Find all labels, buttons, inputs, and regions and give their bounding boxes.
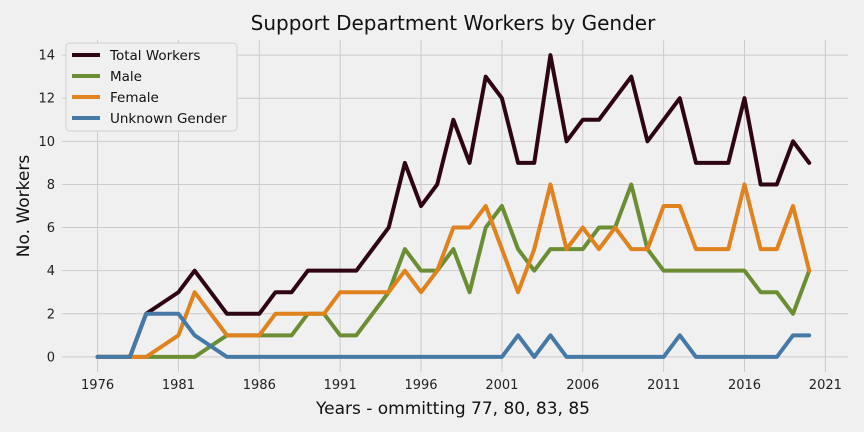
series-line-female: [95, 182, 812, 359]
x-tick-label: 1996: [404, 378, 437, 393]
y-tick-label: 14: [38, 49, 55, 64]
y-axis-label: No. Workers: [14, 155, 34, 258]
x-tick-label: 2006: [566, 378, 599, 393]
x-tick-label: 1991: [324, 378, 357, 393]
series-line-total-workers: [95, 53, 812, 359]
x-tick-label: 2016: [728, 378, 761, 393]
legend-label-total-workers: Total Workers: [109, 48, 200, 64]
series-lines: [95, 53, 812, 359]
y-tick-labels: 0 2 4 6 8 10 12 14: [38, 49, 55, 366]
legend-label-unknown-gender: Unknown Gender: [110, 111, 227, 127]
x-tick-label: 2011: [647, 378, 680, 393]
x-axis-label: Years - ommitting 77, 80, 83, 85: [315, 399, 590, 419]
chart-title: Support Department Workers by Gender: [251, 11, 656, 35]
y-tick-label: 12: [38, 92, 55, 107]
legend-box: [65, 42, 238, 132]
legend-label-female: Female: [110, 90, 159, 106]
y-tick-label: 0: [47, 350, 55, 365]
y-tick-label: 10: [38, 135, 55, 150]
y-tick-label: 8: [47, 178, 55, 193]
legend: Total Workers Male Female Unknown Gender: [65, 42, 238, 132]
x-tick-label: 1976: [81, 378, 114, 393]
y-tick-label: 4: [47, 264, 55, 279]
x-tick-labels: 1976 1981 1986 1991 1996 2001 2006 2011 2016 2021: [81, 378, 842, 393]
y-tick-label: 2: [47, 307, 55, 322]
series-line-unknown-gender: [95, 311, 812, 359]
series-line-male: [95, 182, 812, 359]
x-tick-label: 2001: [485, 378, 518, 393]
legend-label-male: Male: [110, 69, 142, 85]
x-tick-label: 1981: [162, 378, 195, 393]
y-tick-label: 6: [47, 221, 55, 236]
x-tick-label: 2021: [809, 378, 842, 393]
x-tick-label: 1986: [243, 378, 276, 393]
